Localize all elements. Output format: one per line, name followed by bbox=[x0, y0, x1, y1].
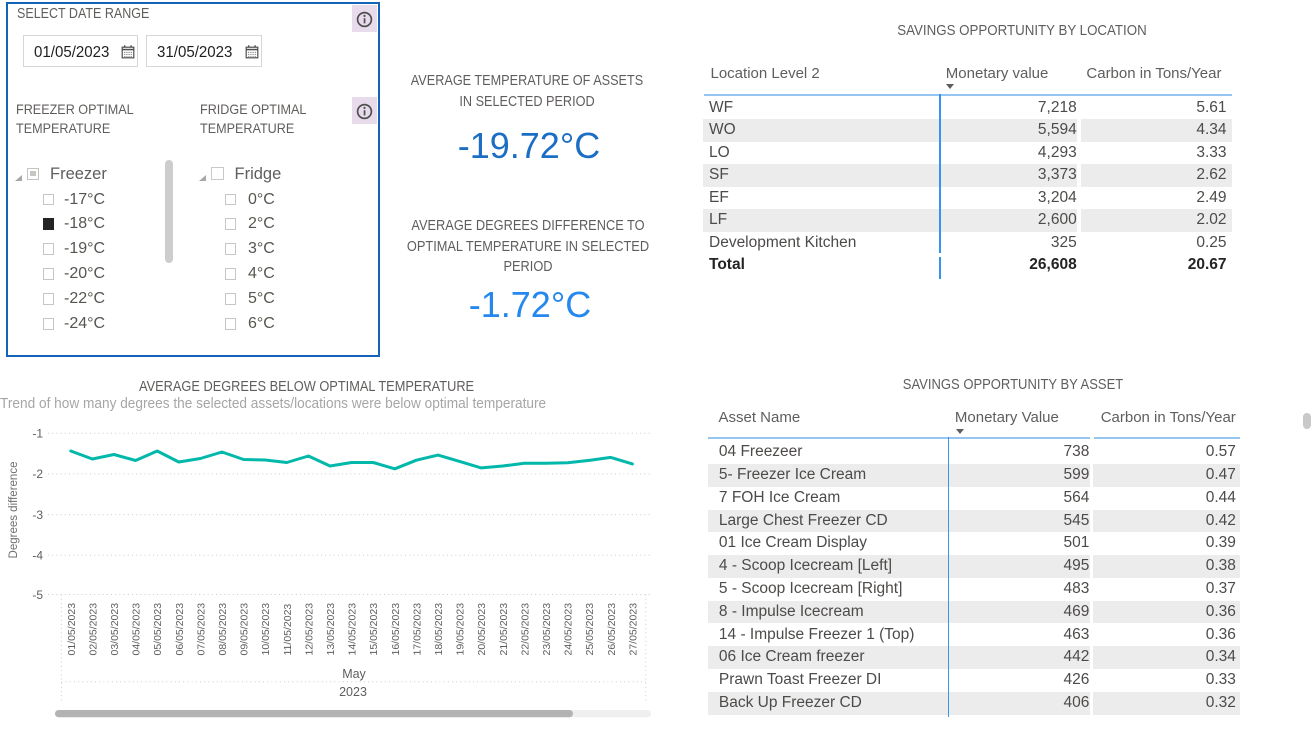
svg-text:2023: 2023 bbox=[339, 685, 367, 699]
svg-text:06/05/2023: 06/05/2023 bbox=[174, 603, 186, 656]
svg-text:11/05/2023: 11/05/2023 bbox=[282, 604, 294, 656]
svg-text:-4: -4 bbox=[32, 549, 43, 563]
svg-text:03/05/2023: 03/05/2023 bbox=[109, 603, 121, 656]
svg-text:19/05/2023: 19/05/2023 bbox=[455, 603, 467, 656]
svg-text:15/05/2023: 15/05/2023 bbox=[368, 603, 380, 656]
svg-text:17/05/2023: 17/05/2023 bbox=[411, 603, 423, 656]
svg-text:12/05/2023: 12/05/2023 bbox=[303, 603, 315, 656]
svg-text:01/05/2023: 01/05/2023 bbox=[66, 603, 78, 656]
svg-text:02/05/2023: 02/05/2023 bbox=[87, 603, 99, 656]
svg-text:10/05/2023: 10/05/2023 bbox=[260, 603, 272, 656]
svg-text:21/05/2023: 21/05/2023 bbox=[498, 603, 510, 656]
svg-text:18/05/2023: 18/05/2023 bbox=[433, 603, 445, 656]
svg-text:22/05/2023: 22/05/2023 bbox=[519, 603, 531, 656]
svg-text:-2: -2 bbox=[32, 467, 43, 481]
svg-text:08/05/2023: 08/05/2023 bbox=[217, 603, 229, 656]
svg-text:13/05/2023: 13/05/2023 bbox=[325, 603, 337, 656]
svg-text:25/05/2023: 25/05/2023 bbox=[584, 603, 596, 656]
svg-text:27/05/2023: 27/05/2023 bbox=[627, 603, 639, 656]
svg-text:20/05/2023: 20/05/2023 bbox=[476, 603, 488, 656]
svg-text:04/05/2023: 04/05/2023 bbox=[131, 603, 143, 656]
svg-text:16/05/2023: 16/05/2023 bbox=[390, 603, 402, 656]
svg-text:07/05/2023: 07/05/2023 bbox=[195, 603, 207, 656]
svg-text:09/05/2023: 09/05/2023 bbox=[239, 603, 251, 656]
svg-text:-3: -3 bbox=[32, 508, 43, 522]
svg-text:24/05/2023: 24/05/2023 bbox=[563, 603, 575, 656]
svg-text:23/05/2023: 23/05/2023 bbox=[541, 603, 553, 656]
svg-text:14/05/2023: 14/05/2023 bbox=[347, 603, 359, 656]
svg-text:26/05/2023: 26/05/2023 bbox=[606, 603, 618, 656]
svg-text:Degrees difference: Degrees difference bbox=[8, 462, 20, 559]
svg-text:-5: -5 bbox=[32, 588, 43, 602]
svg-text:-1: -1 bbox=[32, 426, 43, 440]
svg-text:May: May bbox=[342, 667, 366, 681]
svg-text:05/05/2023: 05/05/2023 bbox=[152, 603, 164, 656]
